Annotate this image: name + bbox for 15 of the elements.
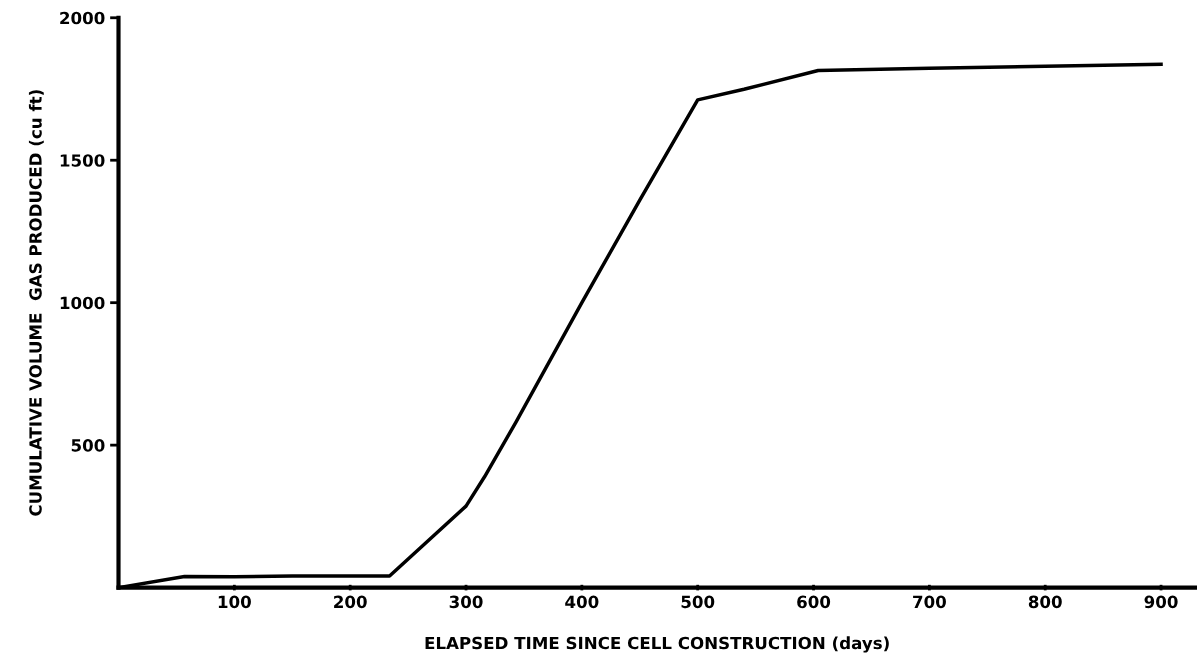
y-tick-label: 2000 [60, 11, 105, 25]
x-tick-label: 600 [797, 595, 831, 609]
x-tick-label: 100 [218, 595, 251, 609]
x-tick-label: 200 [334, 595, 367, 609]
x-tick-label: 400 [565, 595, 599, 609]
y-tick-label: 500 [71, 439, 105, 452]
y-tick-label: 1000 [60, 296, 105, 310]
x-tick-label: 900 [1144, 595, 1178, 609]
y-axis-title: CUMULATIVE VOLUME GAS PRODUCED (cu ft) [28, 90, 44, 516]
x-tick-label: 500 [681, 595, 715, 609]
x-axis-title: ELAPSED TIME SINCE CELL CONSTRUCTION (days) [425, 636, 889, 653]
x-tick-label: 800 [1028, 595, 1062, 609]
y-tick-label: 1500 [60, 154, 105, 167]
x-tick-label: 700 [913, 595, 946, 609]
x-tick-label: 300 [449, 595, 483, 609]
